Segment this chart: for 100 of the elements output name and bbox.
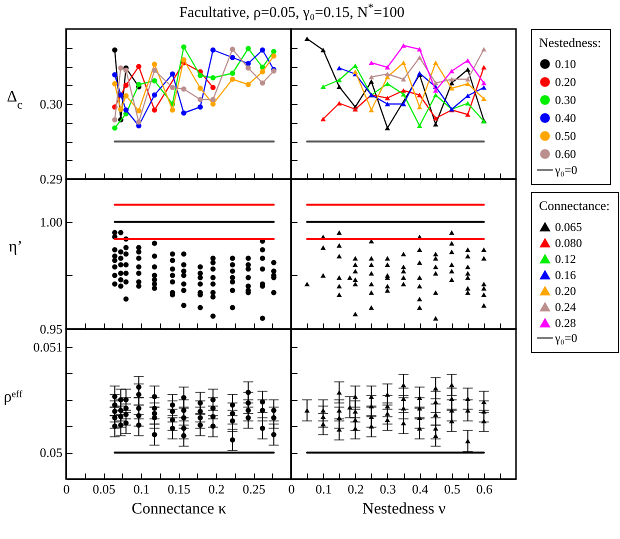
point	[136, 392, 142, 398]
point	[352, 63, 358, 68]
point	[260, 408, 266, 413]
point	[352, 69, 358, 74]
point	[181, 395, 187, 400]
legend-label: 0.40	[555, 111, 576, 125]
point	[170, 71, 176, 77]
y-tick-label: 0.051	[34, 339, 63, 354]
y-axis-title: Δ$_{c}$	[7, 88, 23, 112]
point	[465, 76, 471, 82]
legend-label: 0.28	[555, 316, 576, 330]
point	[136, 64, 142, 70]
point	[112, 402, 118, 408]
point	[198, 408, 204, 414]
point	[246, 46, 252, 52]
point	[181, 433, 187, 438]
legend-title: Nestedness:	[539, 35, 602, 50]
point	[481, 64, 487, 70]
point	[136, 406, 142, 411]
point	[210, 406, 216, 411]
legend-label: 0.20	[555, 75, 576, 89]
point	[336, 84, 342, 90]
point	[198, 96, 204, 102]
point	[112, 408, 118, 414]
x-tick-label: 0	[64, 482, 70, 496]
point	[481, 46, 487, 52]
x-tick-label: 0.2	[208, 482, 225, 496]
point	[246, 400, 252, 406]
point	[368, 79, 374, 84]
point	[271, 408, 277, 413]
point	[417, 123, 422, 128]
point	[449, 382, 455, 388]
legend-label: 0.30	[555, 93, 576, 107]
point	[170, 417, 176, 422]
point	[320, 408, 326, 413]
point	[449, 86, 455, 91]
point	[152, 394, 158, 400]
point	[385, 392, 390, 397]
point	[449, 408, 455, 413]
x-tick-label: 0.1	[134, 482, 150, 496]
point	[118, 414, 124, 420]
y-tick-label: 0.30	[40, 96, 63, 112]
point	[401, 76, 406, 82]
legend-label: 0.16	[555, 268, 576, 282]
point	[481, 418, 487, 424]
point	[465, 67, 471, 72]
point	[246, 65, 252, 71]
legend-label: 0.080	[555, 236, 582, 250]
point	[385, 64, 390, 70]
point	[385, 96, 390, 100]
x-tick-label: 0.3	[380, 482, 396, 496]
point	[433, 116, 439, 121]
point	[433, 60, 439, 66]
point	[136, 82, 142, 88]
point	[417, 104, 422, 110]
point	[210, 397, 216, 402]
point	[112, 81, 118, 86]
point	[417, 426, 422, 431]
point	[230, 46, 236, 52]
chart-title: Facultative, ρ=0.05, γ₀=0.15, N$^{*}$=100	[179, 2, 405, 21]
point	[198, 415, 204, 420]
point	[136, 119, 142, 125]
point	[152, 406, 158, 411]
y-tick-label: 0.95	[40, 322, 63, 336]
point	[230, 418, 236, 424]
point	[271, 415, 277, 420]
point	[481, 80, 487, 86]
point	[336, 66, 342, 70]
point	[260, 80, 266, 86]
point	[152, 78, 158, 84]
legend-title: Connectance:	[539, 198, 610, 213]
point	[124, 397, 129, 402]
point	[112, 394, 118, 400]
point	[465, 408, 471, 413]
point	[118, 408, 124, 413]
point	[112, 72, 118, 78]
point	[246, 408, 252, 413]
point	[170, 107, 176, 113]
point	[385, 102, 390, 106]
point	[230, 70, 236, 76]
legend-label: 0.12	[555, 252, 576, 266]
point	[152, 107, 158, 113]
point	[449, 76, 455, 82]
point	[112, 47, 118, 53]
point	[181, 408, 187, 413]
point	[181, 57, 187, 62]
point	[136, 422, 142, 428]
point	[304, 36, 310, 42]
point	[118, 65, 124, 71]
point	[465, 112, 471, 117]
point	[433, 400, 439, 404]
point	[304, 408, 310, 413]
point	[198, 104, 204, 110]
x-tick-label: 0.05	[92, 482, 116, 496]
point	[401, 88, 406, 93]
point	[170, 84, 176, 90]
point	[152, 432, 158, 438]
point	[417, 92, 422, 98]
point	[347, 404, 353, 410]
point	[336, 408, 342, 413]
